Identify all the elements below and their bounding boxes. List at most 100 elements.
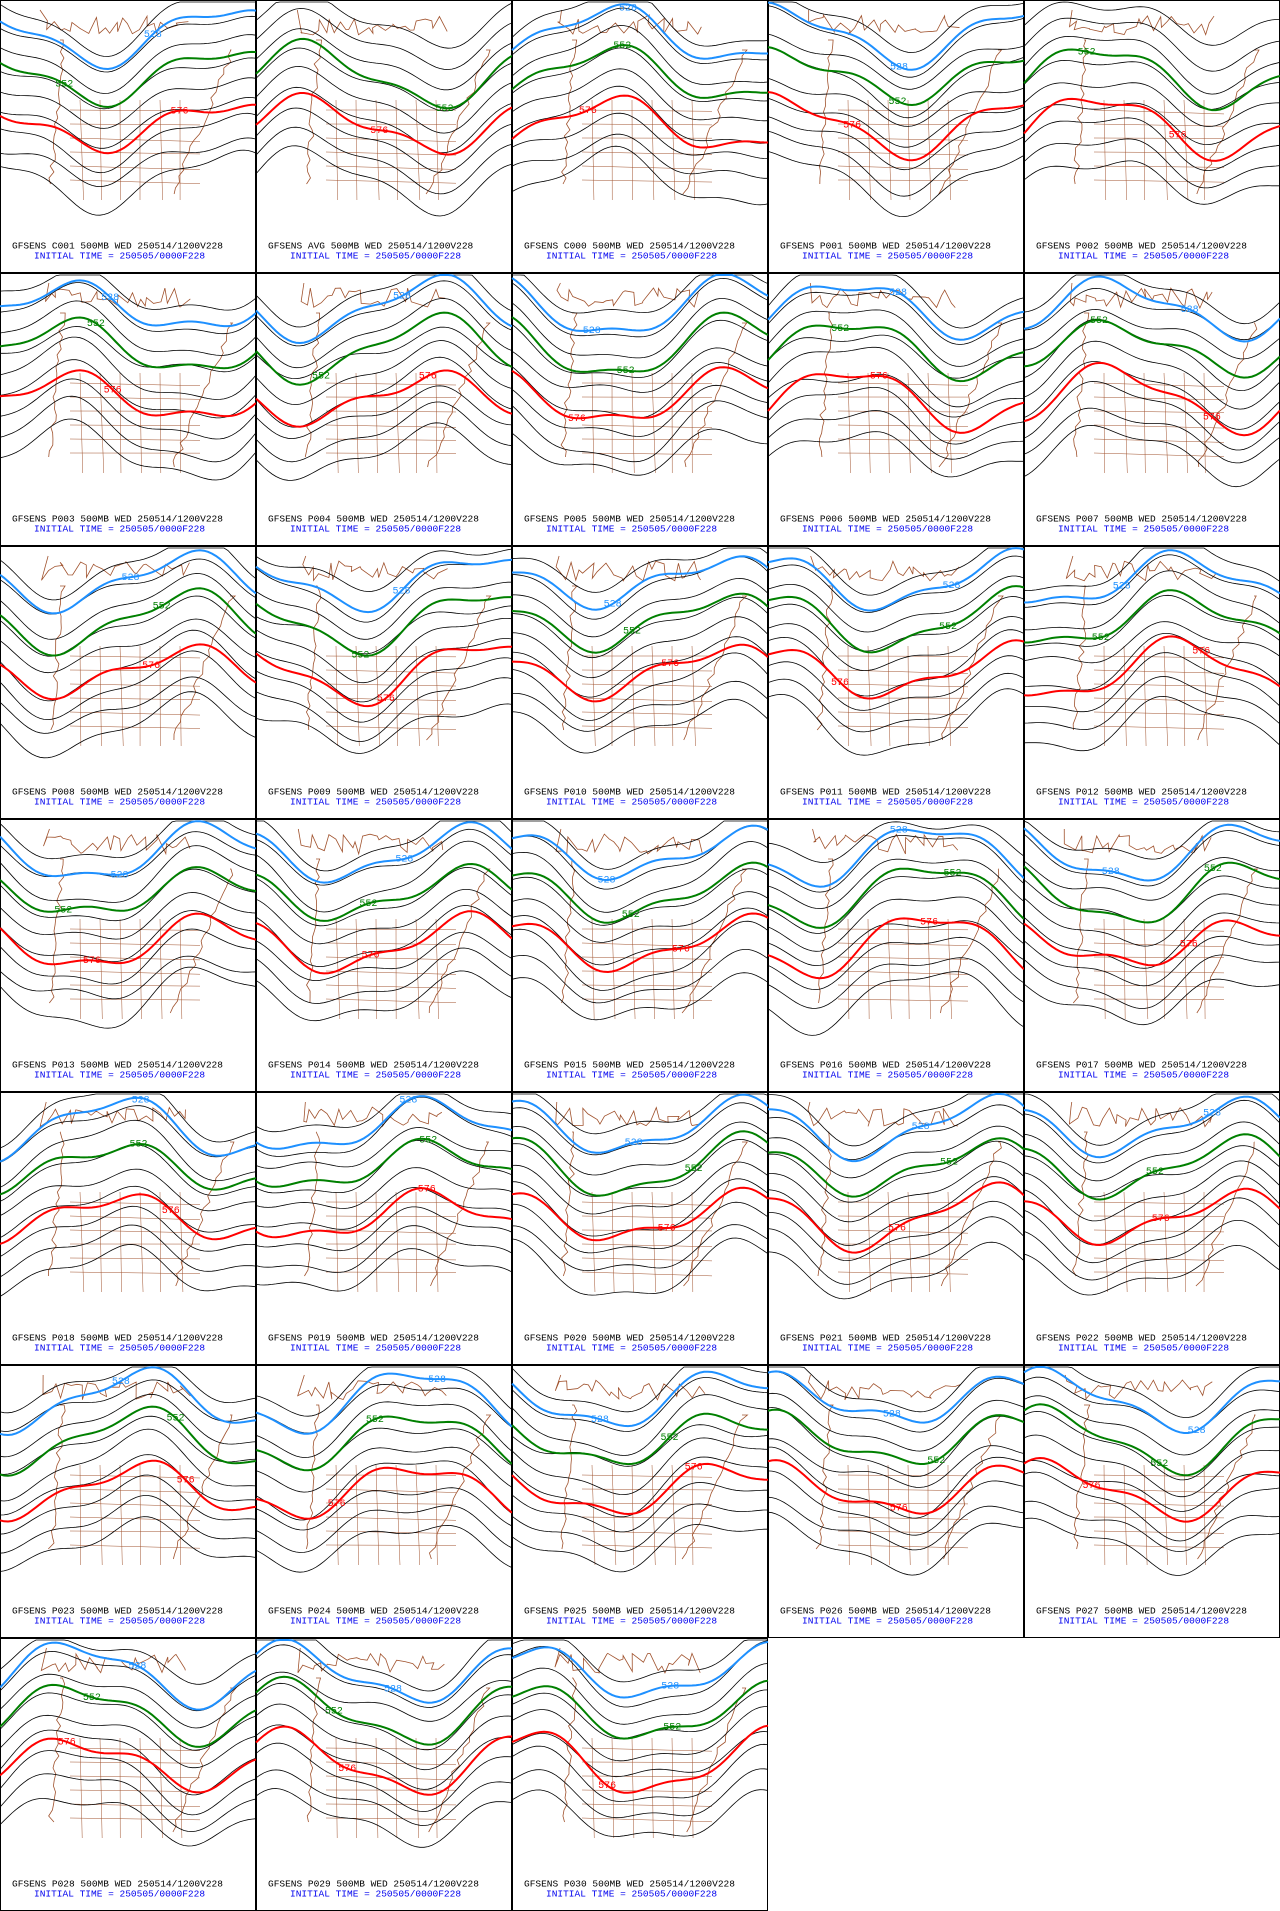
height-contour [256, 820, 513, 872]
state-border [325, 669, 457, 674]
height-contour-552 [0, 1142, 257, 1196]
height-contour [511, 907, 769, 966]
contour-label: 552 [927, 1456, 945, 1467]
height-contour [0, 149, 257, 216]
height-contour [767, 821, 1025, 863]
map-panel: 528 552 576 GFSENS P029 500MB WED 250514/12… [255, 1638, 513, 1911]
height-contour [511, 1394, 769, 1456]
height-contour [0, 1714, 257, 1769]
state-border [651, 1191, 657, 1293]
height-contour [255, 385, 513, 440]
state-border [691, 918, 694, 1020]
height-contour [767, 1496, 1025, 1551]
panel-init-time: INITIAL TIME = 250505/0000F228 [34, 1616, 205, 1627]
contour-label: 528 [128, 1661, 146, 1672]
panel-title: GFSENS P020 500MB WED 250514/1200V228 [524, 1333, 735, 1344]
state-border [1093, 984, 1225, 988]
height-contour [511, 698, 769, 754]
contour-label: 552 [831, 324, 849, 335]
map-panel: 528 552 576 GFSENS P012 500MB WED 250514/12… [1023, 546, 1280, 819]
state-border [69, 1530, 201, 1532]
panel-title: GFSENS P002 500MB WED 250514/1200V228 [1036, 241, 1247, 252]
state-border [1093, 1215, 1225, 1217]
height-contour-552 [767, 585, 1025, 654]
height-contour [0, 359, 257, 419]
height-contour [0, 1105, 257, 1163]
height-contour [767, 274, 1025, 329]
state-border [837, 998, 969, 1002]
state-border [355, 1191, 359, 1293]
map-panel: 528 552 576 GFSENS P021 500MB WED 250514/12… [767, 1092, 1025, 1365]
map-panel: 528 552 576 GFSENS P013 500MB WED 250514/12… [0, 819, 257, 1092]
state-border [837, 165, 969, 170]
height-contour [1023, 308, 1280, 360]
height-contour-528 [0, 820, 257, 878]
panel-frame [768, 546, 1024, 819]
contour-label: 528 [428, 1375, 446, 1386]
height-contour-552 [0, 587, 257, 657]
height-contour [255, 1505, 513, 1553]
panel-frame [768, 819, 1024, 1092]
height-contour [0, 336, 257, 400]
height-contour [1023, 1197, 1280, 1264]
map-panel: 528 552 576 GFSENS P003 500MB WED 250514/12… [0, 273, 257, 546]
height-contour [511, 145, 769, 206]
state-border [69, 928, 201, 931]
state-border [581, 452, 713, 455]
state-border [1093, 697, 1225, 702]
state-border [947, 99, 951, 201]
state-border [1093, 452, 1225, 457]
panel-title: GFSENS P030 500MB WED 250514/1200V228 [524, 1879, 735, 1890]
height-contour-576 [255, 369, 513, 428]
height-contour-528 [1023, 549, 1280, 604]
state-border [79, 1464, 81, 1566]
state-border [415, 645, 420, 747]
height-contour [0, 274, 257, 311]
height-contour-576 [255, 1725, 513, 1796]
coastline [428, 1687, 491, 1833]
contour-label: 576 [843, 121, 861, 132]
state-border [179, 1737, 183, 1839]
state-border [837, 984, 969, 987]
height-contour [255, 931, 513, 982]
state-border [691, 1191, 694, 1293]
height-contour-576 [767, 91, 1025, 162]
height-contour [767, 1125, 1025, 1179]
height-contour [255, 889, 513, 945]
height-contour [0, 892, 257, 940]
panel-init-time: INITIAL TIME = 250505/0000F228 [290, 1616, 461, 1627]
state-border [651, 99, 655, 201]
coastline [306, 858, 321, 1004]
state-border [1093, 396, 1225, 401]
panel-init-time: INITIAL TIME = 250505/0000F228 [34, 251, 205, 262]
state-border [375, 1464, 380, 1566]
state-border [1093, 655, 1225, 659]
height-contour-552 [0, 316, 257, 370]
height-contour [767, 555, 1025, 613]
panel-frame [256, 1365, 512, 1638]
state-border [79, 99, 84, 201]
height-contour [1023, 35, 1280, 95]
height-contour [0, 1379, 257, 1432]
height-contour [767, 309, 1025, 367]
height-contour-576 [511, 912, 769, 974]
height-contour-576 [511, 366, 769, 420]
contour-label: 576 [672, 944, 690, 955]
panel-title: GFSENS P006 500MB WED 250514/1200V228 [780, 514, 991, 525]
state-border [907, 645, 910, 747]
contour-label: 528 [890, 62, 908, 73]
height-contour-552 [0, 1683, 257, 1748]
height-contour [255, 1225, 513, 1273]
height-contour [1023, 1, 1280, 46]
state-border [837, 123, 969, 126]
contour-label: 576 [1180, 940, 1198, 951]
height-contour [1023, 695, 1280, 752]
panel-init-time: INITIAL TIME = 250505/0000F228 [290, 1070, 461, 1081]
coastline [169, 868, 234, 1014]
height-contour-528 [1023, 275, 1280, 343]
height-contour [255, 8, 513, 70]
state-border [325, 1747, 457, 1750]
height-contour [511, 298, 769, 359]
panel-init-time: INITIAL TIME = 250505/0000F228 [34, 797, 205, 808]
state-border [325, 151, 457, 156]
